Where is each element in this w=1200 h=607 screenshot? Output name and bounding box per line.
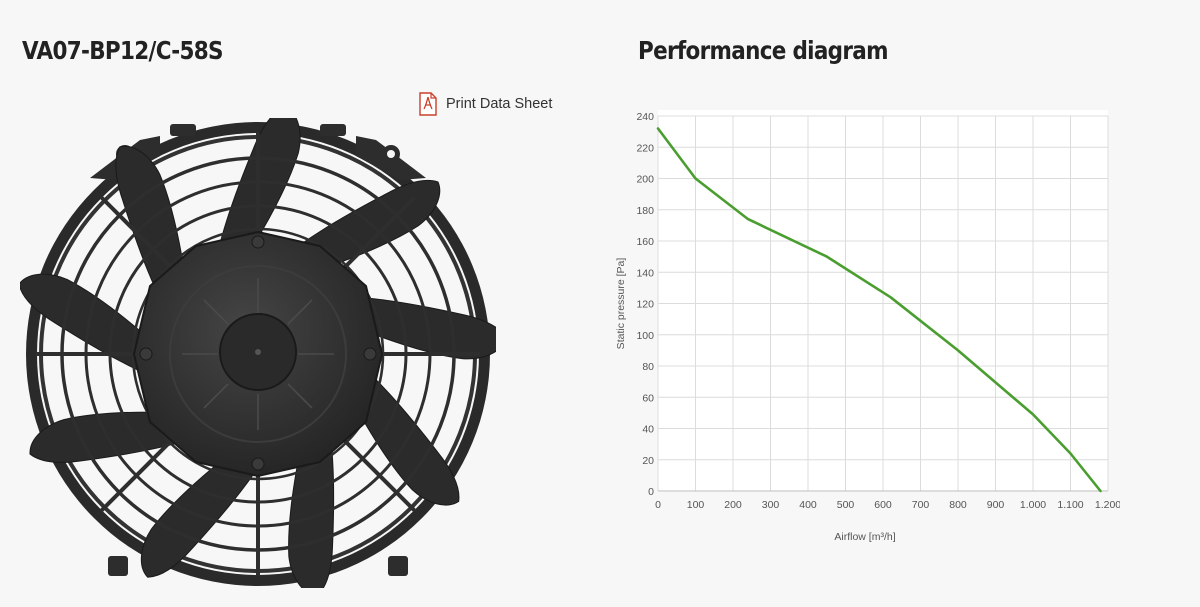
x-tick-label: 500	[837, 499, 855, 511]
chart-series	[656, 127, 1102, 493]
x-tick-label: 400	[799, 499, 817, 511]
y-tick-label: 120	[636, 299, 654, 311]
x-tick-label: 1.000	[1020, 499, 1046, 511]
y-tick-label: 100	[636, 330, 654, 342]
pdf-document-icon	[419, 92, 437, 116]
performance-chart: 0 100 200 300 400 500 600 700 800 900 1.000 1.100 1.…	[600, 100, 1121, 560]
x-axis-label: Airflow [m³/h]	[834, 531, 895, 543]
y-tick-label: 140	[636, 267, 654, 279]
y-tick-label: 200	[636, 174, 654, 186]
x-tick-label: 100	[687, 499, 705, 511]
y-tick-label: 0	[648, 486, 654, 498]
series-line	[656, 127, 1102, 493]
x-tick-label: 300	[762, 499, 780, 511]
y-tick-label: 60	[642, 392, 654, 404]
x-tick-label: 900	[987, 499, 1005, 511]
y-tick-label: 40	[642, 424, 654, 436]
x-tick-label: 600	[874, 499, 892, 511]
x-tick-label: 200	[724, 499, 742, 511]
y-tick-label: 80	[642, 361, 654, 373]
fan-illustration	[16, 103, 510, 599]
fan-product-image	[16, 103, 510, 599]
chart-ticks: 0 100 200 300 400 500 600 700 800 900 1.000 1.100 1.…	[636, 111, 1121, 511]
x-tick-label: 700	[912, 499, 930, 511]
print-data-sheet-label: Print Data Sheet	[446, 96, 553, 112]
chart-grid	[657, 115, 1109, 492]
x-tick-label: 1.100	[1057, 499, 1083, 511]
print-data-sheet-link[interactable]: Print Data Sheet	[418, 92, 552, 116]
diagram-title: Performance diagram	[638, 36, 888, 65]
y-tick-label: 180	[636, 205, 654, 217]
product-title: VA07-BP12/C-58S	[22, 36, 224, 65]
y-axis-label: Static pressure [Pa]	[615, 258, 627, 350]
y-tick-label: 240	[636, 111, 654, 123]
x-tick-label: 800	[949, 499, 967, 511]
x-tick-label: 0	[655, 499, 661, 511]
performance-chart-svg: 0 100 200 300 400 500 600 700 800 900 1.000 1.100 1.…	[615, 110, 1121, 543]
y-tick-label: 160	[636, 236, 654, 248]
y-tick-label: 20	[642, 455, 654, 467]
y-tick-label: 220	[636, 142, 654, 154]
x-tick-label: 1.200	[1095, 499, 1120, 511]
fan-motor-hub	[132, 230, 384, 478]
